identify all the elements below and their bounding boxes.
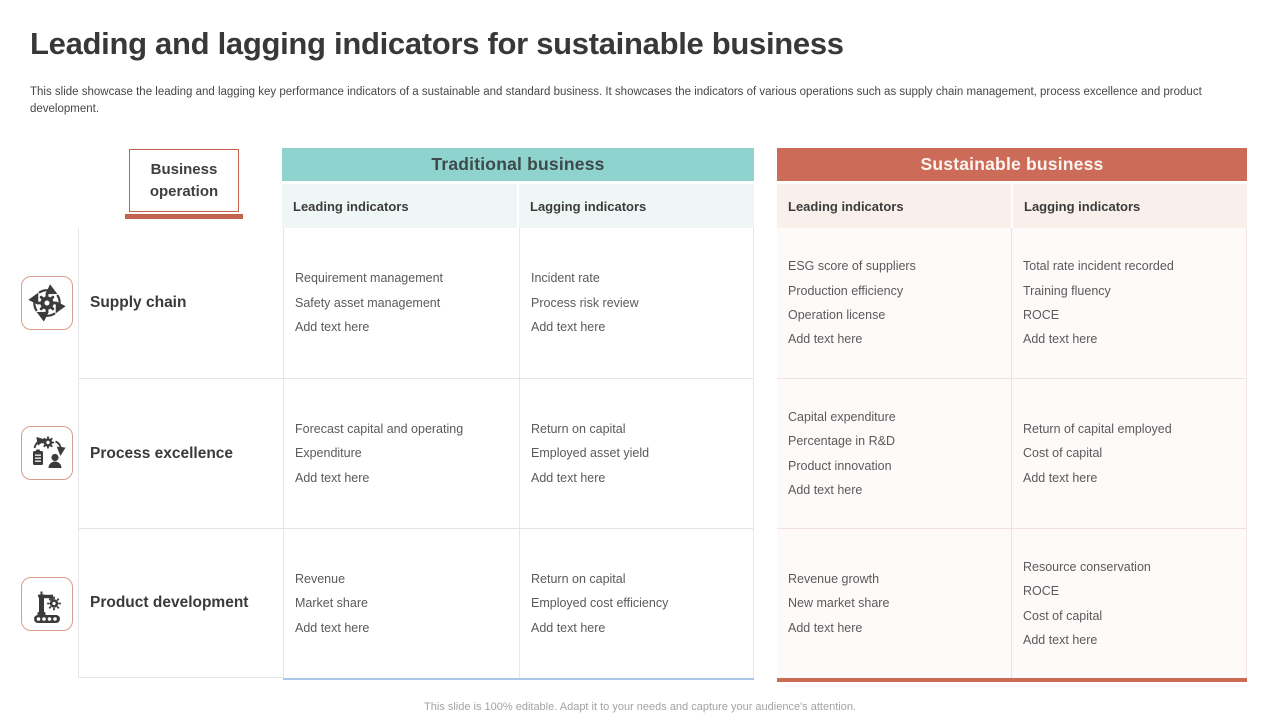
indicator-text: Revenue [295,571,346,586]
sustainable-subheaders: Leading indicators Lagging indicators [777,184,1247,228]
indicator-text: Safety asset management [295,295,441,310]
cell-product-development-sustainable-leading: Revenue growth New market share Add text… [777,528,1011,678]
indicator-text: Expenditure [295,446,362,461]
cell-process-excellence-sustainable-leading: Capital expenditure Percentage in R&D Pr… [777,378,1011,528]
add-text-placeholder[interactable]: Add text here [295,470,370,485]
sus-lagging-indicators-header: Lagging indicators [1013,184,1247,228]
indicator-text: Process risk review [531,295,639,310]
cell-product-development-sustainable-lagging: Resource conservation ROCE Cost of capit… [1011,528,1247,678]
gear-clipboard-person-icon [33,436,66,468]
indicator-text: Training fluency [1023,283,1111,298]
product-development-icon-box [21,577,73,631]
indicator-text: Employed asset yield [531,446,650,461]
cell-product-development-traditional-lagging: Return on capital Employed cost efficien… [519,528,754,678]
indicator-text: Revenue growth [788,571,880,586]
cell-supply-chain-sustainable-leading: ESG score of suppliers Production effici… [777,228,1011,378]
cell-supply-chain-traditional-leading: Requirement management Safety asset mana… [283,228,519,378]
cell-process-excellence-sustainable-lagging: Return of capital employed Cost of capit… [1011,378,1247,528]
indicator-text: Requirement management [295,271,443,286]
add-text-placeholder[interactable]: Add text here [531,620,606,635]
business-operation-label: Business operation [149,160,219,200]
row-label-product-development: Product development [78,528,283,678]
row-label-process-excellence: Process excellence [78,378,283,528]
traditional-bottom-bar [283,678,754,680]
sustainable-business-header: Sustainable business [777,148,1247,181]
sus-leading-indicators-header: Leading indicators [777,184,1011,228]
cell-supply-chain-sustainable-lagging: Total rate incident recorded Training fl… [1011,228,1247,378]
add-text-placeholder[interactable]: Add text here [1023,332,1098,347]
indicator-text: New market share [788,596,890,611]
indicator-text: Return on capital [531,421,626,436]
indicator-text: Operation license [788,308,886,322]
row-label-supply-chain: Supply chain [78,228,283,378]
indicator-text: Cost of capital [1023,608,1103,623]
add-text-placeholder[interactable]: Add text here [788,332,863,347]
corner-underline-bar [125,214,243,219]
indicator-text: Forecast capital and operating [295,421,464,436]
traditional-subheaders: Leading indicators Lagging indicators [282,184,754,228]
indicator-text: Return on capital [531,571,626,586]
indicator-text: Return of capital employed [1023,421,1172,436]
indicator-text: Market share [295,596,368,611]
page-title: Leading and lagging indicators for susta… [30,26,844,61]
add-text-placeholder[interactable]: Add text here [1023,632,1098,647]
add-text-placeholder[interactable]: Add text here [788,620,863,635]
indicator-text: ESG score of suppliers [788,259,916,274]
add-text-placeholder[interactable]: Add text here [531,470,606,485]
indicator-text: Production efficiency [788,283,904,298]
cell-process-excellence-traditional-leading: Forecast capital and operating Expenditu… [283,378,519,528]
slide-description: This slide showcase the leading and lagg… [30,86,1202,116]
business-operation-box: Business operation [129,149,239,212]
robotic-arm-icon [34,591,61,623]
process-excellence-icon-box [21,426,73,480]
indicator-text: Percentage in R&D [788,434,896,449]
indicator-text: ROCE [1023,584,1060,599]
add-text-placeholder[interactable]: Add text here [295,620,370,635]
slide-footer: This slide is 100% editable. Adapt it to… [424,701,856,713]
indicator-text: Total rate incident recorded [1023,259,1174,274]
cell-product-development-traditional-leading: Revenue Market share Add text here [283,528,519,678]
indicator-text: Capital expenditure [788,409,896,424]
trad-leading-indicators-header: Leading indicators [282,184,517,228]
indicator-text: Employed cost efficiency [531,596,669,611]
trad-lagging-indicators-header: Lagging indicators [519,184,754,228]
gear-cycle-icon [28,284,66,322]
indicator-text: Cost of capital [1023,446,1103,461]
cell-supply-chain-traditional-lagging: Incident rate Process risk review Add te… [519,228,754,378]
add-text-placeholder[interactable]: Add text here [1023,470,1098,485]
supply-chain-icon-box [21,276,73,330]
indicator-text: Resource conservation [1023,559,1151,574]
sustainable-bottom-bar [777,678,1247,682]
add-text-placeholder[interactable]: Add text here [531,320,606,335]
add-text-placeholder[interactable]: Add text here [295,320,370,335]
cell-process-excellence-traditional-lagging: Return on capital Employed asset yield A… [519,378,754,528]
add-text-placeholder[interactable]: Add text here [788,482,863,497]
indicator-text: ROCE [1023,308,1060,322]
indicator-text: Product innovation [788,458,892,473]
traditional-business-header: Traditional business [282,148,754,181]
indicator-text: Incident rate [531,271,600,286]
